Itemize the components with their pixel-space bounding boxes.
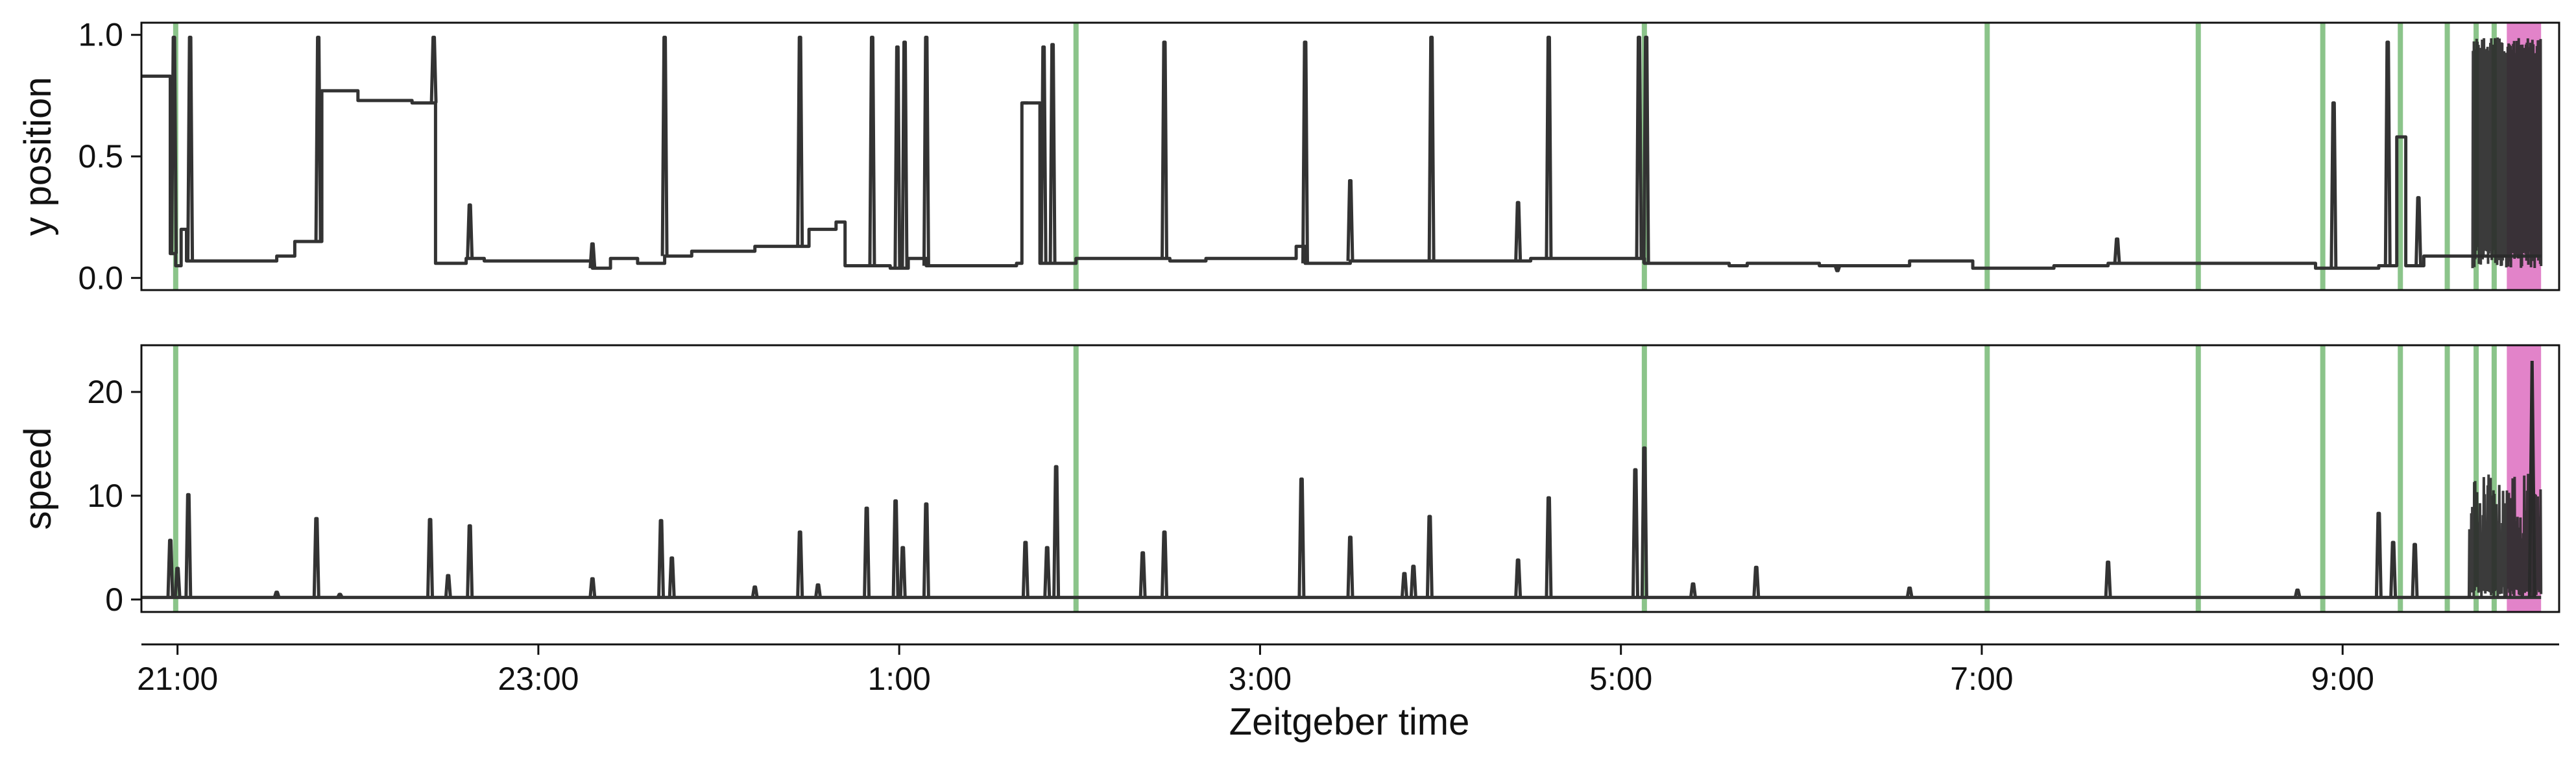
y position-spike [660,35,669,256]
speed-spike [668,556,676,598]
y position-spike [1514,201,1523,262]
y-tick-label: 1.0 [78,17,123,53]
speed-spike [1689,582,1697,598]
speed-spike [1161,530,1169,598]
y position-spike [170,35,178,254]
y position-spike [2414,196,2423,266]
speed-spike [312,517,320,598]
x-tick-label: 9:00 [2311,661,2374,697]
y-axis-title: y position [17,77,59,236]
speed-spike [1021,541,1029,598]
speed-spike [426,518,435,598]
speed-spike [922,502,930,598]
speed-spike [863,506,871,598]
speed-spike [814,583,822,598]
y position-spike [922,35,930,266]
x-tick-label: 3:00 [1229,661,1292,697]
speed-spike [1043,546,1052,598]
y position-spike [1545,35,1553,259]
speed-spike [1409,565,1417,598]
speed-spike [1297,477,1306,598]
y position-spike [1301,40,1309,263]
speed-spike [1346,535,1354,598]
speed-spike [2389,541,2398,598]
x-tick-label: 23:00 [498,661,579,697]
y position-spike [466,203,474,259]
x-tick-label: 21:00 [137,661,218,697]
speed-spike [184,493,193,598]
x-axis-title: Zeitgeber time [1229,701,1470,743]
speed-spike [898,546,907,598]
speed-spike [2374,511,2383,598]
y position-spike [1427,35,1436,262]
y position-spike [2329,101,2338,269]
y position-spike [588,242,597,269]
x-tick-label: 7:00 [1950,661,2013,697]
x-tick-label: 5:00 [1589,661,1652,697]
speed-spike [1905,586,1914,598]
y-tick-label: 0 [105,581,123,618]
speed-spike [166,539,175,598]
y position-spike [868,35,876,266]
y position-dense-trace [2471,37,2543,269]
y position-spike [1833,265,1842,273]
y-tick-label: 20 [87,374,123,410]
panel-speed: 0 10 20 speed [17,344,2560,618]
y-tick-label: 10 [87,478,123,514]
y position-spike [900,40,909,269]
speed-peak [2527,360,2536,598]
speed-spike [173,567,182,598]
speed-spike [1138,551,1147,598]
y-tick-label: 0.0 [78,260,123,296]
plot-area [141,345,2543,612]
speed-spike [751,585,759,598]
y position-spike [1161,40,1169,259]
speed-spike [1640,446,1648,598]
speed-spike [2293,588,2302,598]
y position-spike [2113,237,2121,263]
speed-spike [466,524,474,598]
y position-spike [186,35,195,262]
y position-spike [1048,43,1057,263]
y position-spike [1346,178,1354,262]
speed-spike [796,530,804,598]
speed-spike [336,592,344,598]
plot-area [141,23,2543,290]
speed-spike [1752,565,1761,598]
y-axis-title: speed [17,427,59,530]
speed-spike [1052,465,1061,598]
y position-spike [796,35,804,247]
speed-spike [1400,572,1408,598]
y position-spike [1635,35,1643,259]
speed-spike [272,591,281,598]
speed-spike [891,499,900,598]
panel-y-position: 0.0 0.5 1.0 y position [17,17,2560,296]
speed-spike [444,574,452,598]
y position-spike [893,45,902,269]
y position-trace [141,74,2542,270]
x-tick-label: 1:00 [868,661,931,697]
speed-spike [1631,468,1639,598]
y-tick-label: 0.5 [78,138,123,175]
y position-spike [314,35,322,242]
y position-spike [1642,35,1650,263]
speed-spike [657,519,666,598]
speed-spike [1514,558,1523,598]
y position-spike [1039,45,1048,263]
panel-frame [140,344,2560,613]
speed-spike [1425,515,1434,598]
speed-spike [2104,560,2112,598]
x-axis: 21:00 23:00 1:00 3:00 5:00 7:00 9:00 [137,643,2559,697]
y position-spike [429,35,438,103]
speed-spike [2411,543,2419,598]
speed-spike [1545,496,1553,598]
y position-spike [2383,40,2392,266]
speed-spike [588,577,597,598]
